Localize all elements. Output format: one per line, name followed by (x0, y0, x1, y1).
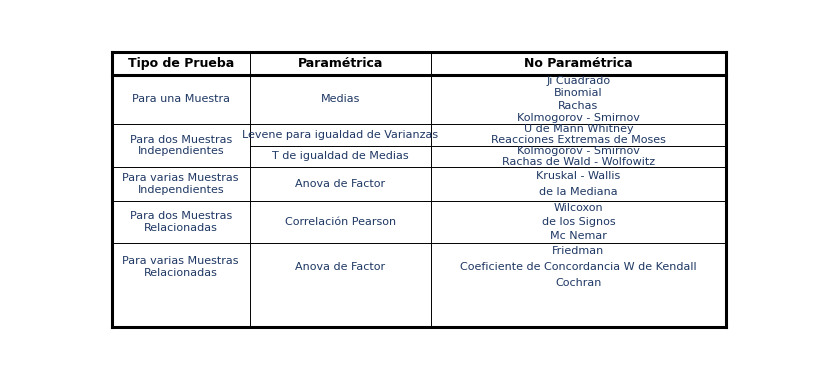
Text: Para varias Muestras
Independientes: Para varias Muestras Independientes (123, 173, 239, 195)
Text: T de igualdad de Medias: T de igualdad de Medias (272, 152, 408, 161)
Text: Paramétrica: Paramétrica (297, 57, 383, 70)
Text: Anova de Factor: Anova de Factor (295, 179, 386, 189)
Text: Cochran: Cochran (556, 278, 601, 288)
Text: Coeficiente de Concordancia W de Kendall: Coeficiente de Concordancia W de Kendall (460, 262, 697, 272)
Text: Correlación Pearson: Correlación Pearson (285, 217, 396, 227)
Text: Anova de Factor: Anova de Factor (295, 262, 386, 272)
Text: U de Mann Whitney: U de Mann Whitney (524, 124, 633, 134)
Text: Para una Muestra: Para una Muestra (132, 94, 230, 105)
Text: Kolmogorov - Smirnov: Kolmogorov - Smirnov (517, 146, 640, 156)
Text: de la Mediana: de la Mediana (539, 188, 618, 197)
Text: de los Signos: de los Signos (542, 217, 615, 227)
Text: Ji Cuadrado: Ji Cuadrado (547, 76, 610, 86)
Text: Para dos Muestras
Independientes: Para dos Muestras Independientes (130, 135, 232, 156)
Text: Kolmogorov - Smirnov: Kolmogorov - Smirnov (517, 113, 640, 123)
Text: Wilcoxon: Wilcoxon (554, 203, 603, 213)
Text: Tipo de Prueba: Tipo de Prueba (127, 57, 234, 70)
Text: No Paramétrica: No Paramétrica (524, 57, 632, 70)
Text: Binomial: Binomial (554, 88, 603, 98)
Text: Kruskal - Wallis: Kruskal - Wallis (536, 171, 621, 181)
Text: Para varias Muestras
Relacionadas: Para varias Muestras Relacionadas (123, 256, 239, 277)
Text: Friedman: Friedman (552, 246, 605, 256)
Text: Para dos Muestras
Relacionadas: Para dos Muestras Relacionadas (130, 211, 232, 233)
Text: Medias: Medias (321, 94, 360, 105)
Text: Rachas de Wald - Wolfowitz: Rachas de Wald - Wolfowitz (502, 157, 655, 167)
Text: Levene para igualdad de Varianzas: Levene para igualdad de Varianzas (243, 130, 439, 140)
Text: Mc Nemar: Mc Nemar (550, 231, 607, 241)
Text: Reacciones Extremas de Moses: Reacciones Extremas de Moses (491, 135, 666, 145)
Text: Rachas: Rachas (558, 100, 599, 111)
